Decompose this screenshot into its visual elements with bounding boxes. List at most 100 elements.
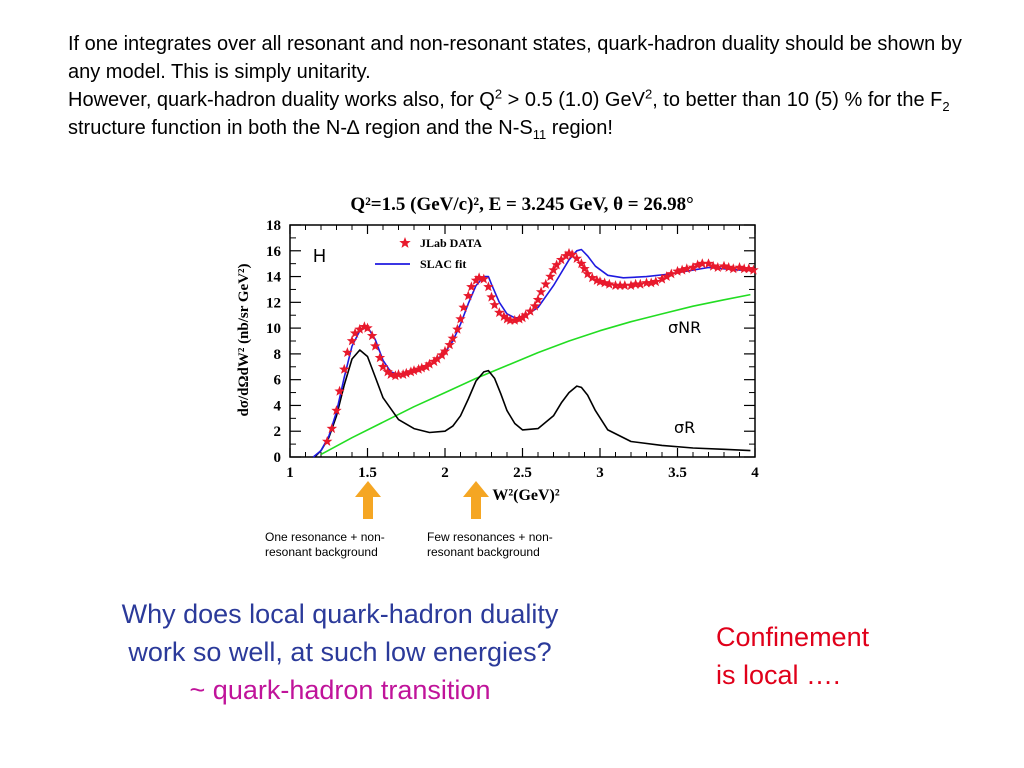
question-line-3: ~ quark-hadron transition [189, 675, 491, 705]
arrow-1-caption: One resonance + non-resonant background [265, 530, 385, 559]
gev2-superscript: 2 [644, 86, 653, 102]
data-point-star [452, 323, 463, 334]
x-tick-label: 4 [751, 465, 759, 481]
q2-superscript: 2 [494, 86, 503, 102]
data-point-star [645, 277, 657, 288]
x-tick-label: 1 [286, 465, 294, 481]
confinement-line-2: is local …. [716, 660, 841, 690]
data-point-star [498, 311, 510, 321]
data-point-star [748, 264, 759, 275]
data-point-star [743, 263, 754, 274]
intro-line-2: However, quark-hadron duality works also… [68, 86, 998, 142]
data-point-star [529, 300, 541, 311]
data-point-star [455, 313, 466, 324]
f2-subscript: 2 [942, 99, 950, 114]
data-point-star [728, 263, 739, 274]
data-point-star [666, 268, 677, 279]
y-tick-label: 2 [274, 424, 282, 440]
data-point-star [532, 294, 544, 305]
data-point-star [517, 312, 528, 323]
data-point-star [366, 330, 378, 341]
series-group [312, 247, 759, 458]
data-point-star [466, 281, 477, 292]
sigma-nr-label: σNR [668, 318, 701, 337]
intro-text: If one integrates over all resonant and … [68, 30, 998, 142]
data-point-star [656, 273, 668, 284]
data-point-star [504, 314, 516, 325]
data-point-star [473, 272, 485, 283]
data-point-star [509, 314, 520, 325]
series-line [314, 349, 751, 458]
data-point-star [362, 322, 373, 333]
data-point-star [703, 258, 714, 269]
y-tick-label: 16 [266, 244, 282, 260]
y-tick-label: 12 [266, 295, 281, 311]
data-point-star [635, 278, 646, 289]
arrow-up-icon [463, 481, 489, 519]
data-point-star [599, 277, 610, 288]
data-point-star [322, 436, 333, 446]
data-point-star [486, 291, 497, 302]
data-point-star [712, 262, 723, 272]
sigma-r-label: σR [674, 418, 695, 437]
data-point-star [370, 340, 381, 351]
intro-line-2-part-c: , to better than 10 (5) % for the F [652, 89, 943, 111]
intro-line-2-part-d: structure function in both the N-∆ regio… [68, 117, 533, 139]
data-point-star [551, 259, 562, 270]
data-point-star [334, 385, 345, 396]
data-point-star [697, 258, 708, 269]
data-point-star [630, 278, 641, 289]
data-point-star [661, 271, 672, 281]
data-point-star [723, 262, 734, 272]
axis-ticks: 1 1.5 2 2.5 3 3.5 4 0 2 4 6 8 10 12 14 16 18 [266, 218, 759, 481]
data-point-star [421, 361, 432, 372]
question-text: Why does local quark-hadron duality work… [40, 595, 640, 709]
legend-star-marker [399, 237, 411, 248]
data-point-star [331, 405, 342, 415]
data-point-star [385, 369, 396, 379]
y-tick-label: 0 [274, 450, 282, 466]
y-tick-label: 10 [266, 321, 281, 337]
data-point-star [571, 253, 582, 263]
data-point-star [354, 323, 365, 334]
data-point-star [582, 268, 593, 279]
y-tick-label: 4 [274, 398, 282, 414]
data-point-star [413, 363, 424, 374]
y-tick-label: 6 [274, 373, 282, 389]
data-point-star [548, 264, 559, 275]
data-point-star [339, 363, 350, 374]
data-point-star [444, 339, 455, 350]
data-point-star [439, 345, 451, 356]
data-point-star [428, 356, 440, 367]
x-tick-label: 3 [596, 465, 604, 481]
data-point-star [483, 281, 494, 292]
data-point-star [540, 278, 551, 289]
data-point-star [416, 362, 427, 373]
data-point-star [676, 264, 688, 275]
data-point-star [525, 305, 536, 316]
data-point-star [687, 262, 699, 272]
data-point-star [594, 276, 606, 287]
arrow-up-icon [355, 481, 381, 519]
data-point-star [619, 280, 630, 290]
x-tick-label: 3.5 [668, 465, 687, 481]
data-point-star [478, 273, 489, 284]
data-point-star [625, 280, 637, 290]
data-point-star [382, 366, 393, 377]
data-point-star [349, 327, 361, 338]
data-point-star [734, 262, 745, 272]
x-axis-label: W²(GeV)² [492, 487, 560, 504]
y-tick-label: 8 [274, 347, 282, 363]
x-tick-label: 2 [441, 465, 449, 481]
legend: JLab DATA SLAC fit [375, 236, 482, 271]
data-point-star [738, 263, 750, 274]
y-axis-label: dσ/dΩdW² (nb/sr GeV²) [236, 263, 252, 416]
data-point-star [377, 361, 389, 372]
confinement-line-1: Confinement [716, 622, 870, 652]
confinement-text: Confinement is local …. [716, 618, 976, 694]
panel-label: H [313, 246, 326, 266]
series-line [320, 293, 751, 456]
data-point-star [566, 249, 578, 260]
data-point-star [560, 250, 572, 261]
intro-line-1: If one integrates over all resonant and … [68, 33, 962, 83]
